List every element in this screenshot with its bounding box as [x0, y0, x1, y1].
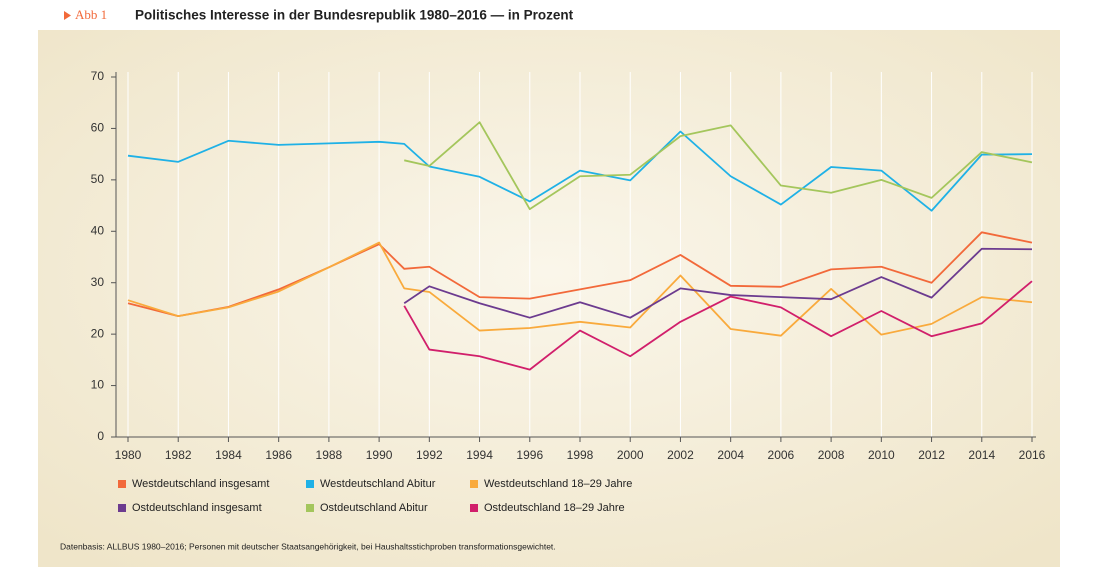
legend-label: Ostdeutschland 18–29 Jahre	[484, 502, 625, 514]
series-line	[127, 241, 1033, 337]
legend-swatch	[470, 480, 478, 488]
series-line	[127, 231, 1033, 318]
x-tick-label: 1994	[466, 448, 493, 462]
x-tick-label: 2002	[667, 448, 694, 462]
x-tick-label: 1992	[416, 448, 443, 462]
legend-label: Westdeutschland insgesamt	[132, 478, 269, 490]
legend-label: Westdeutschland 18–29 Jahre	[484, 478, 632, 490]
y-tick-label: 50	[91, 172, 105, 186]
legend-label: Westdeutschland Abitur	[320, 478, 436, 490]
x-tick-label: 2004	[717, 448, 744, 462]
x-tick-label: 2016	[1019, 448, 1046, 462]
x-tick-label: 2012	[918, 448, 945, 462]
x-tick-label: 2014	[968, 448, 995, 462]
y-tick-label: 10	[91, 378, 105, 392]
legend-label: Ostdeutschland Abitur	[320, 502, 428, 514]
legend-swatch	[306, 480, 314, 488]
x-tick-label: 2010	[868, 448, 895, 462]
x-tick-label: 1984	[215, 448, 242, 462]
series-line	[403, 280, 1033, 371]
y-tick-label: 30	[91, 275, 105, 289]
figure-label: Abb 1	[75, 7, 107, 22]
legend-swatch	[118, 504, 126, 512]
note: Datenbasis: ALLBUS 1980–2016; Personen m…	[60, 541, 556, 551]
x-tick-label: 1998	[567, 448, 594, 462]
series-line	[404, 121, 1033, 211]
y-tick-label: 40	[91, 223, 105, 237]
legend-swatch	[118, 480, 126, 488]
x-tick-label: 1990	[366, 448, 393, 462]
series-line	[127, 130, 1033, 212]
legend-swatch	[306, 504, 314, 512]
chart-title: Politisches Interesse in der Bundesrepub…	[135, 8, 574, 23]
x-tick-label: 2000	[617, 448, 644, 462]
legend-swatch	[470, 504, 478, 512]
x-tick-label: 2008	[818, 448, 845, 462]
y-tick-label: 20	[91, 326, 105, 340]
legend-label: Ostdeutschland insgesamt	[132, 502, 262, 514]
y-tick-label: 70	[91, 69, 105, 83]
x-tick-label: 1988	[316, 448, 343, 462]
series-line	[403, 247, 1033, 319]
x-tick-label: 1996	[516, 448, 543, 462]
x-tick-label: 2006	[768, 448, 795, 462]
x-tick-label: 1980	[115, 448, 142, 462]
x-tick-label: 1986	[265, 448, 292, 462]
y-tick-label: 60	[91, 121, 105, 135]
marker-icon	[64, 11, 71, 20]
x-tick-label: 1982	[165, 448, 192, 462]
panel	[38, 30, 1060, 567]
y-tick-label: 0	[97, 429, 104, 443]
